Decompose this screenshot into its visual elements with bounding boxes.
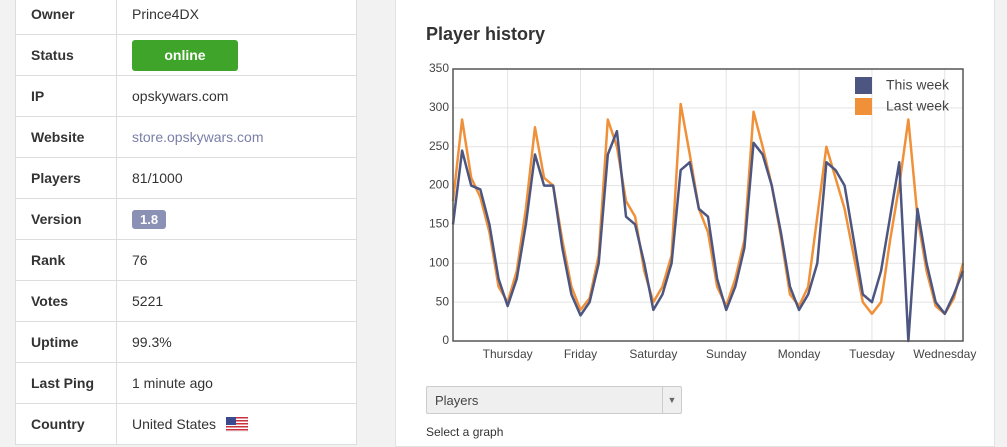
select-hint: Select a graph [426,425,504,439]
label: Version [16,199,117,239]
legend-swatch [855,98,872,115]
value: opskywars.com [132,88,229,104]
label: Players [16,158,117,198]
label: Country [16,404,117,444]
version-badge: 1.8 [132,209,167,229]
label: Status [16,35,117,75]
value: 81/1000 [132,170,183,186]
value: Prince4DX [132,6,199,22]
x-tick-label: Friday [564,347,597,361]
y-tick-label: 200 [429,178,449,192]
row: Votes 5221 [16,280,356,321]
x-tick-label: Tuesday [849,347,895,361]
value: 76 [132,252,148,268]
y-tick-label: 100 [429,255,449,269]
label: Rank [16,240,117,280]
legend-label: Last week [886,98,950,114]
flag [226,416,249,432]
row: Players 81/1000 [16,157,356,198]
page: {"table": {"rows": [ {"label": "Owner", … [15,0,995,447]
y-tick-label: 50 [436,294,450,308]
row: Country United States [16,403,356,444]
y-tick-label: 300 [429,100,449,114]
chart: 0 50 100 150 200 250 300 350 Thursday Friday Satur… [429,61,976,361]
x-tick-label: Thursday [483,347,533,361]
row: IP opskywars.com [16,75,356,116]
x-tick-label: Monday [778,347,821,361]
row: Website store.opskywars.com [16,116,356,157]
y-tick-label: 0 [442,333,449,347]
label: IP [16,76,117,116]
select-value: Players [435,392,479,408]
row: Version 1.8 [16,198,356,239]
plot-background [453,69,963,341]
row: Uptime 99.3% [16,321,356,362]
label: Last Ping [16,363,117,403]
label: Votes [16,281,117,321]
website-link[interactable]: store.opskywars.com [132,129,264,145]
label: Owner [16,0,117,34]
y-tick-label: 250 [429,139,449,153]
label: Website [16,117,117,157]
info-table: Owner Prince4DX Status online IP opskywars.… [15,0,357,445]
value: United States [132,416,217,432]
plot-border [452,68,964,342]
select-arrow: ▼ [662,387,681,413]
x-tick-label: Wednesday [913,347,976,361]
status-badge: online [132,39,238,71]
y-tick-label: 350 [429,61,449,75]
legend-label: This week [886,77,950,93]
row: Rank 76 [16,239,356,280]
value: 99.3% [132,334,172,350]
value: 5221 [132,293,164,309]
series-line [451,129,965,343]
row: Status online [16,34,356,75]
row: Owner Prince4DX [16,0,356,34]
x-tick-label: Sunday [706,347,747,361]
graph-select[interactable]: Players ▼ [426,386,682,414]
legend-swatch [855,77,872,94]
label: Uptime [16,322,117,362]
value: 1 minute ago [132,375,213,391]
y-tick-label: 150 [429,217,449,231]
row: Last Ping 1 minute ago [16,362,356,403]
series-line [451,102,965,316]
x-tick-label: Saturday [629,347,677,361]
chart-title: Player history [426,24,546,44]
